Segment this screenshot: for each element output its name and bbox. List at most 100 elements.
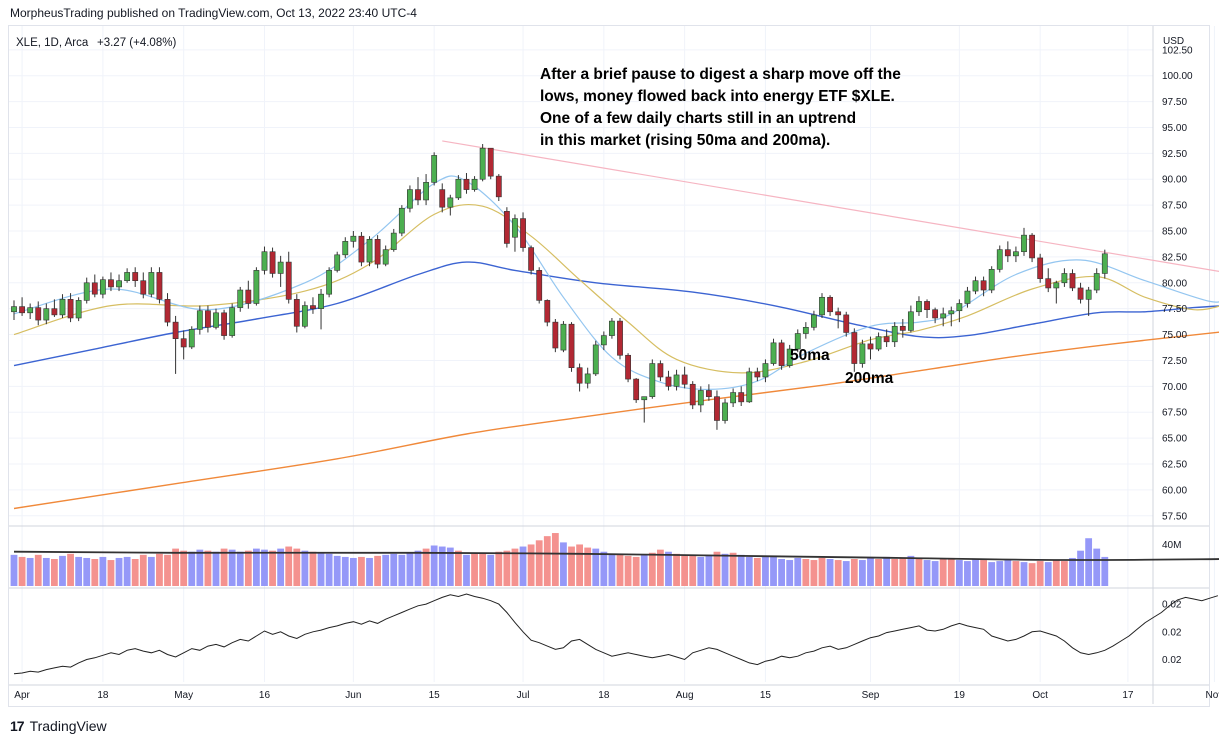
volume-bar bbox=[277, 548, 285, 586]
candle bbox=[318, 288, 324, 330]
volume-bar bbox=[91, 559, 99, 586]
oscillator-tick-label: 0.02 bbox=[1162, 655, 1182, 666]
volume-bar bbox=[665, 551, 672, 586]
candle bbox=[536, 267, 543, 304]
annotation-line-3: One of a few daily charts still in an up… bbox=[540, 110, 856, 127]
candle bbox=[75, 297, 82, 322]
trendline bbox=[442, 140, 1219, 273]
volume-bar bbox=[729, 552, 737, 586]
candle bbox=[1029, 233, 1035, 263]
brand-name: TradingView bbox=[29, 718, 107, 734]
candle-body bbox=[439, 189, 446, 208]
candle-body bbox=[213, 312, 219, 328]
candle bbox=[1021, 227, 1027, 256]
candle-body bbox=[722, 402, 728, 421]
volume-bar bbox=[972, 559, 979, 586]
candle bbox=[51, 299, 58, 317]
candle bbox=[802, 322, 809, 339]
candle-body bbox=[617, 320, 623, 356]
candle-body bbox=[431, 155, 438, 183]
candle bbox=[221, 309, 227, 340]
legend-change: +3.27 (+4.08%) bbox=[97, 37, 176, 49]
candle-body bbox=[649, 363, 656, 397]
label-200ma: 200ma bbox=[845, 370, 894, 387]
candle bbox=[164, 293, 171, 327]
tradingview-brand[interactable]: 17 TradingView bbox=[10, 718, 107, 734]
time-tick-label: 16 bbox=[259, 690, 271, 701]
candle-body bbox=[584, 373, 591, 384]
candle bbox=[600, 331, 607, 351]
volume-bar bbox=[147, 556, 155, 586]
time-tick-label: 18 bbox=[97, 690, 109, 701]
volume-bar bbox=[584, 547, 592, 586]
volume-bar bbox=[802, 559, 810, 586]
candle-body bbox=[1037, 257, 1044, 279]
volume-bar bbox=[349, 557, 357, 586]
volume-bar bbox=[770, 556, 777, 586]
candle bbox=[592, 340, 599, 376]
candle bbox=[512, 214, 518, 252]
candle bbox=[851, 328, 858, 372]
time-tick-label: 15 bbox=[760, 690, 772, 701]
candle-body bbox=[932, 309, 939, 319]
candle-body bbox=[1077, 287, 1084, 300]
candle-body bbox=[188, 329, 195, 348]
volume-bar bbox=[123, 556, 131, 586]
candle-body bbox=[116, 280, 122, 288]
candle-body bbox=[261, 251, 268, 271]
candle bbox=[374, 235, 381, 269]
volume-bar bbox=[964, 561, 971, 586]
volume-bar bbox=[673, 553, 680, 586]
candle-body bbox=[83, 282, 90, 301]
annotation-line-2: lows, money flowed back into energy ETF … bbox=[540, 88, 895, 105]
candle bbox=[714, 390, 720, 430]
time-tick-label: 19 bbox=[954, 690, 966, 701]
candle-body bbox=[600, 335, 607, 346]
candle bbox=[689, 381, 696, 410]
candle bbox=[544, 299, 551, 327]
volume-bar bbox=[67, 553, 74, 586]
candle-body bbox=[99, 279, 106, 295]
candle-body bbox=[705, 390, 712, 397]
price-tick-label: 85.00 bbox=[1162, 227, 1187, 238]
volume-bar bbox=[640, 554, 648, 586]
time-tick-label: 17 bbox=[1122, 690, 1134, 701]
candle-body bbox=[924, 301, 930, 311]
candle bbox=[835, 307, 842, 329]
volume-bar bbox=[446, 547, 454, 586]
volume-bar bbox=[236, 551, 244, 586]
candle bbox=[495, 174, 502, 201]
price-tick-label: 97.50 bbox=[1162, 97, 1187, 108]
volume-bar bbox=[471, 553, 478, 586]
price-tick-label: 75.00 bbox=[1162, 330, 1187, 341]
candle-body bbox=[528, 247, 535, 271]
oscillator-pane: 0.02 0.02 0.02 bbox=[13, 593, 1219, 675]
volume-bar bbox=[753, 557, 761, 586]
volume-bar bbox=[560, 542, 567, 586]
candle bbox=[730, 388, 737, 408]
candle-body bbox=[956, 303, 963, 312]
candle-body bbox=[205, 310, 211, 328]
candle-body bbox=[786, 348, 793, 366]
candle bbox=[205, 305, 211, 333]
candle-body bbox=[237, 289, 244, 308]
candle bbox=[350, 231, 357, 248]
candle bbox=[1061, 268, 1068, 287]
candle-body bbox=[964, 290, 971, 304]
candle-body bbox=[770, 342, 777, 364]
candle bbox=[172, 315, 179, 374]
candle-body bbox=[697, 390, 704, 406]
volume-bar bbox=[422, 548, 430, 586]
candle bbox=[132, 267, 139, 287]
volume-bar bbox=[188, 551, 196, 586]
time-tick-label: Apr bbox=[14, 690, 30, 701]
volume-bar bbox=[1101, 556, 1109, 586]
volume-bar bbox=[1093, 548, 1101, 586]
price-tick-label: 77.50 bbox=[1162, 304, 1187, 315]
volume-bar bbox=[616, 553, 624, 586]
candle-body bbox=[980, 280, 987, 291]
candle bbox=[245, 280, 252, 309]
time-tick-label: Jul bbox=[517, 690, 530, 701]
volume-bar bbox=[899, 557, 907, 586]
